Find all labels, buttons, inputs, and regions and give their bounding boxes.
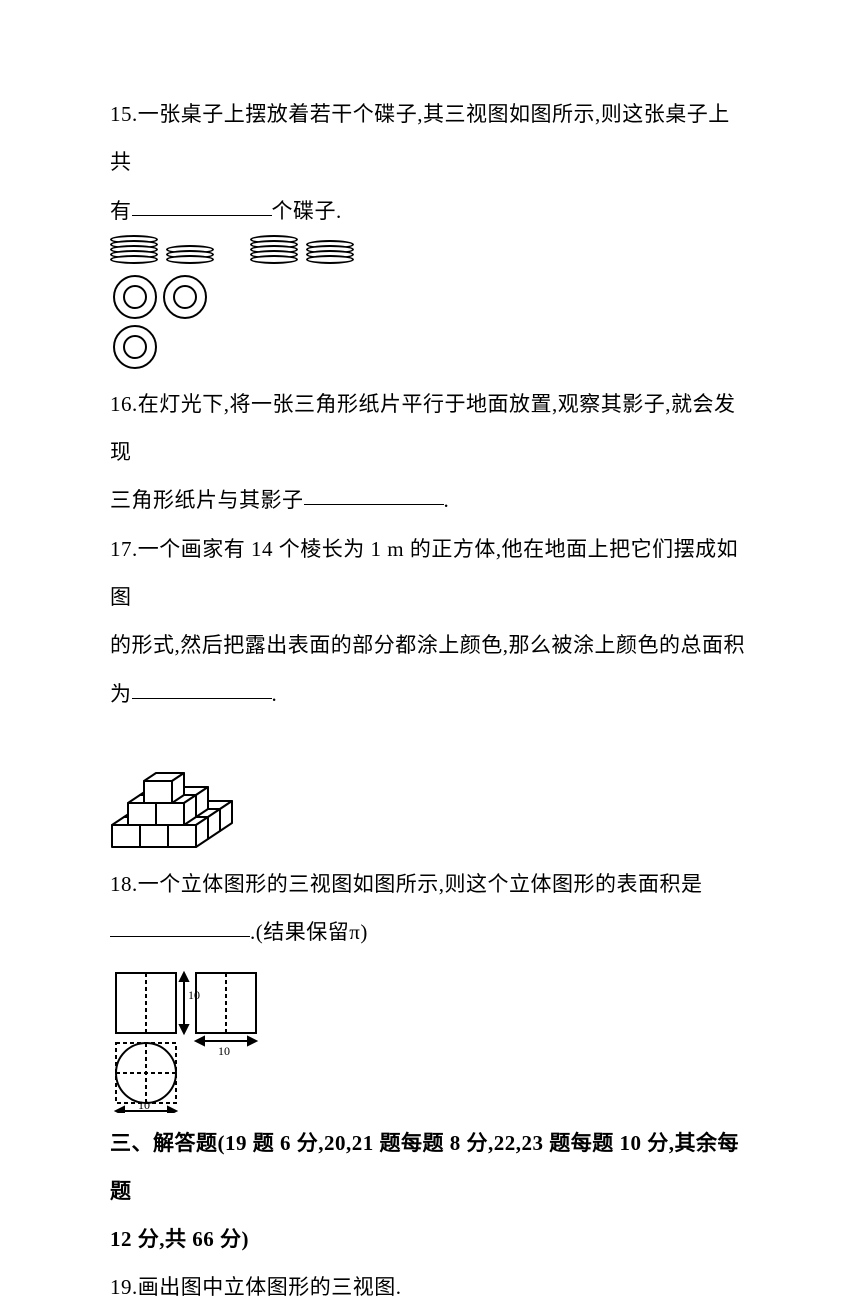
q18-label-h: 10 bbox=[188, 988, 200, 1002]
q17-line-a: 17.一个画家有 14 个棱长为 1 m 的正方体,他在地面上把它们摆成如图 bbox=[110, 525, 751, 622]
q17-text-c: 为 bbox=[110, 682, 132, 706]
q18-blank[interactable] bbox=[110, 916, 250, 937]
q15-line-a: 15.一张桌子上摆放着若干个碟子,其三视图如图所示,则这张桌子上共 bbox=[110, 90, 751, 187]
side-stack-2 bbox=[306, 244, 354, 264]
q16-text-c: . bbox=[444, 488, 450, 512]
top-circle-3 bbox=[113, 325, 157, 369]
q15-text-c: 个碟子. bbox=[272, 199, 342, 223]
q15-top-view bbox=[110, 272, 751, 372]
section3-title-a: 三、解答题(19 题 6 分,20,21 题每题 8 分,22,23 题每题 1… bbox=[110, 1119, 751, 1216]
q16-blank[interactable] bbox=[304, 484, 444, 505]
q18-label-w-side: 10 bbox=[218, 1044, 230, 1058]
q19-line-a: 19.画出图中立体图形的三视图. bbox=[110, 1263, 751, 1311]
section3-title-b: 12 分,共 66 分) bbox=[110, 1215, 751, 1263]
q18-label-w-top: 10 bbox=[138, 1098, 150, 1112]
top-circle-2 bbox=[163, 275, 207, 319]
q18-line-a: 18.一个立体图形的三视图如图所示,则这个立体图形的表面积是 bbox=[110, 860, 751, 908]
q16-text-b: 三角形纸片与其影子 bbox=[110, 488, 304, 512]
q15-blank[interactable] bbox=[132, 195, 272, 216]
q15-line-b: 有 个碟子. bbox=[110, 187, 751, 235]
front-stack-1 bbox=[110, 239, 158, 264]
q16-line-b: 三角形纸片与其影子. bbox=[110, 476, 751, 524]
front-stack-2 bbox=[166, 249, 214, 264]
q17-text-d: . bbox=[272, 682, 278, 706]
q18-threeviews-figure: 10 10 10 bbox=[106, 963, 296, 1113]
q15-side-view bbox=[250, 239, 358, 264]
q15-views-figure bbox=[110, 239, 751, 264]
q15-text-b: 有 bbox=[110, 199, 132, 223]
top-circle-1 bbox=[113, 275, 157, 319]
q17-cubes-figure bbox=[106, 724, 276, 854]
q17-line-b: 的形式,然后把露出表面的部分都涂上颜色,那么被涂上颜色的总面积 bbox=[110, 621, 751, 669]
q18-line-b: .(结果保留π) bbox=[110, 908, 751, 956]
q17-blank[interactable] bbox=[132, 678, 272, 699]
q18-text-b: .(结果保留π) bbox=[250, 920, 368, 944]
q16-line-a: 16.在灯光下,将一张三角形纸片平行于地面放置,观察其影子,就会发现 bbox=[110, 380, 751, 477]
q15-front-view bbox=[110, 239, 218, 264]
side-stack-1 bbox=[250, 239, 298, 264]
q17-line-c: 为. bbox=[110, 670, 751, 718]
